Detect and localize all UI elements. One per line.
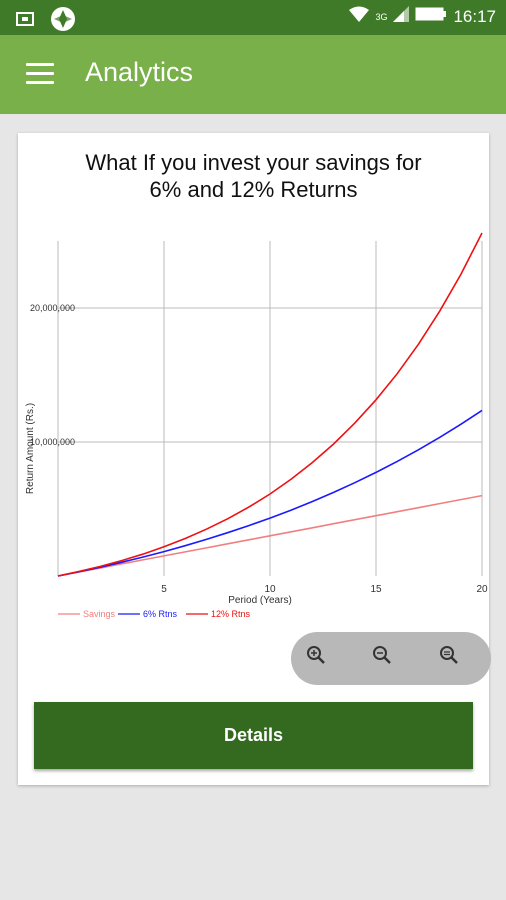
page-title: Analytics	[85, 57, 194, 87]
series-line	[57, 409, 483, 577]
x-axis-label: Period (Years)	[228, 595, 292, 606]
x-tick-label: 15	[370, 584, 382, 595]
battery-icon	[415, 6, 447, 27]
x-tick-label: 5	[161, 584, 167, 595]
hamburger-menu-icon[interactable]	[26, 63, 54, 85]
returns-chart: 5 10 15 20 10,000,000 20,000,000 Period (Years…	[25, 232, 488, 619]
zoom-reset-icon[interactable]	[438, 644, 466, 672]
screenshot-icon	[14, 8, 36, 35]
x-tick-label: 10	[264, 584, 276, 595]
chart-title-line2: 6% and 12% Returns	[149, 177, 358, 202]
details-button[interactable]: Details	[34, 702, 473, 769]
zoom-out-icon[interactable]	[371, 644, 399, 672]
x-tick-label: 20	[476, 584, 488, 595]
status-bar: 3G 16:17	[0, 0, 506, 35]
zoom-controls	[291, 632, 491, 685]
network-type: 3G	[375, 11, 388, 22]
pinwheel-icon	[50, 6, 76, 37]
legend-entry: 12% Rtns	[211, 609, 251, 619]
chart-title: What If you invest your savings for 6% a…	[18, 149, 489, 203]
clock: 16:17	[453, 6, 496, 26]
chart-title-line1: What If you invest your savings for	[85, 150, 422, 175]
zoom-in-icon[interactable]	[305, 644, 333, 672]
y-tick-label: 10,000,000	[30, 437, 75, 447]
analytics-card: What If you invest your savings for 6% a…	[18, 133, 491, 785]
app-bar: Analytics	[0, 35, 506, 114]
legend-entry: Savings	[83, 609, 116, 619]
legend-entry: 6% Rtns	[143, 609, 178, 619]
y-axis-label: Return Amount (Rs.)	[25, 403, 36, 494]
y-tick-label: 20,000,000	[30, 303, 75, 313]
wifi-icon	[349, 5, 370, 28]
series-line	[57, 494, 483, 577]
signal-icon	[393, 6, 410, 27]
series-line	[57, 232, 483, 577]
